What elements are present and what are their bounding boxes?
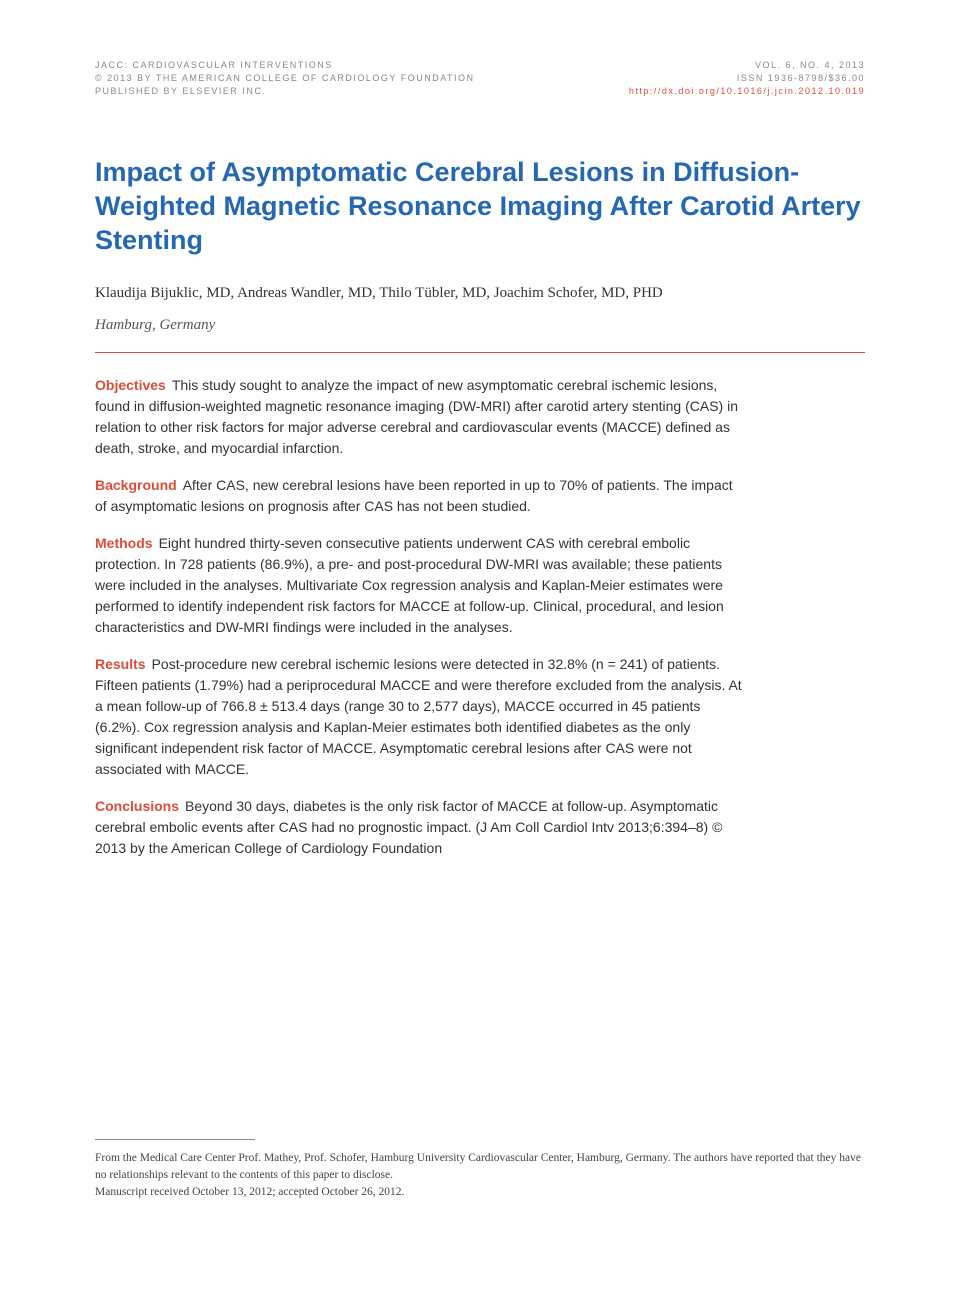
results-label: Results (95, 656, 146, 672)
abstract-conclusions: ConclusionsBeyond 30 days, diabetes is t… (95, 796, 745, 859)
results-text: Post-procedure new cerebral ischemic les… (95, 656, 742, 777)
journal-header-row-1: JACC: CARDIOVASCULAR INTERVENTIONS VOL. … (95, 60, 865, 70)
article-title: Impact of Asymptomatic Cerebral Lesions … (95, 156, 865, 257)
footnote-manuscript-dates: Manuscript received October 13, 2012; ac… (95, 1184, 865, 1201)
author-list: Klaudija Bijuklic, MD, Andreas Wandler, … (95, 282, 865, 305)
journal-name: JACC: CARDIOVASCULAR INTERVENTIONS (95, 60, 333, 70)
methods-label: Methods (95, 535, 153, 551)
abstract-background: BackgroundAfter CAS, new cerebral lesion… (95, 475, 745, 517)
abstract-results: ResultsPost-procedure new cerebral ische… (95, 654, 745, 780)
copyright-line: © 2013 BY THE AMERICAN COLLEGE OF CARDIO… (95, 73, 475, 83)
issue-info: VOL. 6, NO. 4, 2013 (755, 60, 865, 70)
footnote-affiliation: From the Medical Care Center Prof. Mathe… (95, 1150, 865, 1185)
abstract-objectives: ObjectivesThis study sought to analyze t… (95, 375, 745, 459)
abstract-block: ObjectivesThis study sought to analyze t… (95, 375, 865, 859)
objectives-label: Objectives (95, 377, 166, 393)
title-divider (95, 352, 865, 353)
abstract-methods: MethodsEight hundred thirty-seven consec… (95, 533, 745, 638)
conclusions-label: Conclusions (95, 798, 179, 814)
methods-text: Eight hundred thirty-seven consecutive p… (95, 535, 724, 635)
background-label: Background (95, 477, 177, 493)
journal-header-row-2: © 2013 BY THE AMERICAN COLLEGE OF CARDIO… (95, 73, 865, 83)
publisher-line: PUBLISHED BY ELSEVIER INC. (95, 86, 266, 96)
journal-header-row-3: PUBLISHED BY ELSEVIER INC. http://dx.doi… (95, 86, 865, 96)
issn-line: ISSN 1936-8798/$36.00 (737, 73, 865, 83)
affiliation: Hamburg, Germany (95, 317, 865, 334)
conclusions-text: Beyond 30 days, diabetes is the only ris… (95, 798, 722, 856)
objectives-text: This study sought to analyze the impact … (95, 377, 738, 456)
doi-link[interactable]: http://dx.doi.org/10.1016/j.jcin.2012.10… (629, 86, 865, 96)
background-text: After CAS, new cerebral lesions have bee… (95, 477, 733, 514)
footnote-divider (95, 1139, 255, 1140)
